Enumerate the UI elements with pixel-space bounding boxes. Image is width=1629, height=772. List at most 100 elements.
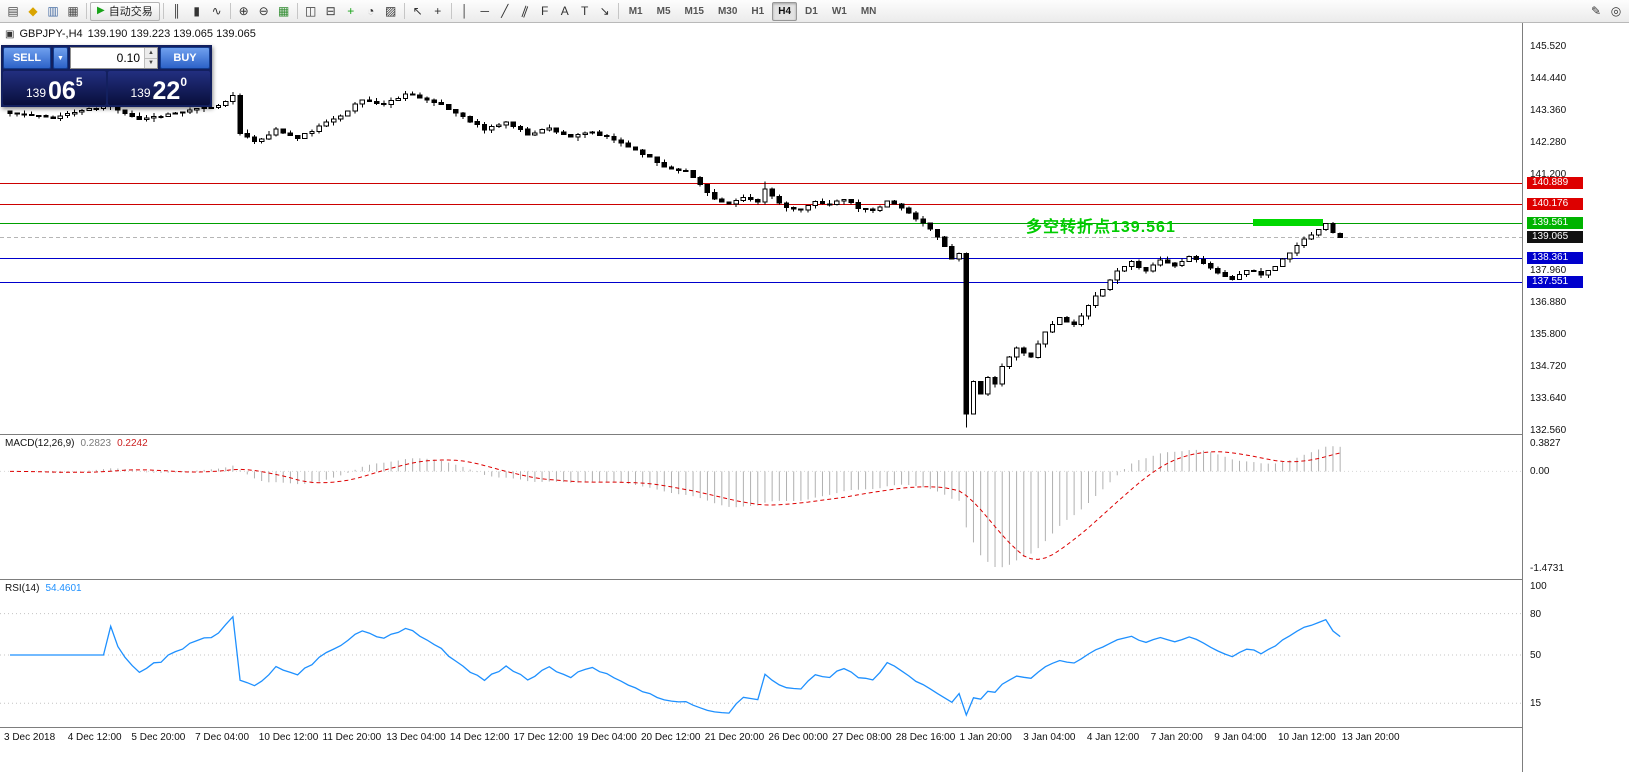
panel-splitter[interactable] bbox=[0, 579, 1522, 580]
text-button[interactable]: A bbox=[555, 2, 575, 21]
period-w1[interactable]: W1 bbox=[831, 5, 847, 17]
label-icon: T bbox=[581, 4, 589, 18]
tile-windows-button[interactable]: ▦ bbox=[274, 2, 294, 21]
time-label: 9 Jan 04:00 bbox=[1214, 732, 1267, 743]
indicators-button[interactable]: + bbox=[341, 2, 361, 21]
terminal-button[interactable]: ▦ bbox=[63, 2, 83, 21]
chart-icon: ▣ bbox=[5, 28, 15, 40]
toolbar-separator bbox=[86, 3, 87, 19]
axis-tick: 80 bbox=[1530, 609, 1542, 620]
time-label: 26 Dec 00:00 bbox=[768, 732, 828, 743]
timeframes-button[interactable]: ◔ bbox=[361, 2, 381, 21]
zoom-in-button[interactable]: ⊕ bbox=[234, 2, 254, 21]
crosshair-button[interactable]: + bbox=[428, 2, 448, 21]
chart-workspace: ▣ GBPJPY-,H4 139.190 139.223 139.065 139… bbox=[0, 23, 1629, 772]
time-label: 10 Dec 12:00 bbox=[258, 732, 319, 743]
time-label: 7 Jan 20:00 bbox=[1150, 732, 1203, 743]
time-label: 1 Jan 20:00 bbox=[959, 732, 1012, 743]
time-label: 10 Jan 12:00 bbox=[1278, 732, 1336, 743]
ask-prefix: 139 bbox=[130, 86, 151, 100]
volume-input[interactable]: 0.10 ▲ ▼ bbox=[70, 47, 158, 69]
period-m30[interactable]: M30 bbox=[717, 5, 738, 17]
sell-button[interactable]: SELL bbox=[3, 47, 51, 69]
caret-down-icon: ▼ bbox=[57, 54, 64, 62]
toolbar: ▤ ◆ ▥ ▦ ▶ 自动交易 ║ ▮ ∿ ⊕ ⊖ ▦ ◫ ⊟ + ◔ ▨ ↖ + │ ─ ╱ ∥ F A T ↘ M1 M5 M15 M30… bbox=[0, 0, 1629, 23]
ask-big-digits: 22 bbox=[152, 76, 181, 105]
bid-big-digits: 06 bbox=[48, 76, 76, 105]
fibonacci-button[interactable]: F bbox=[535, 2, 555, 21]
timeframes-icon: ◔ bbox=[367, 4, 375, 18]
time-label: 13 Dec 04:00 bbox=[386, 732, 446, 743]
bid-pip-digit: 5 bbox=[75, 75, 83, 89]
window-menu-icon: ▤ bbox=[7, 4, 19, 18]
channel-icon: ∥ bbox=[519, 3, 530, 19]
rsi-value: 54.4601 bbox=[45, 583, 82, 594]
macd-signal-value: 0.2242 bbox=[117, 438, 148, 449]
period-m1[interactable]: M1 bbox=[628, 5, 643, 17]
axis-tick: 145.520 bbox=[1530, 41, 1567, 52]
bid-prefix: 139 bbox=[25, 86, 47, 100]
time-label: 4 Dec 12:00 bbox=[67, 732, 122, 743]
period-mn[interactable]: MN bbox=[860, 5, 877, 17]
buy-price-display[interactable]: 139 22 0 bbox=[107, 71, 210, 105]
sell-price-display[interactable]: 139 06 5 bbox=[3, 71, 106, 105]
axis-tick: 0.3827 bbox=[1530, 438, 1561, 449]
line-chart-button[interactable]: ∿ bbox=[207, 2, 227, 21]
panel-splitter[interactable] bbox=[0, 727, 1522, 728]
axis-tick: 15 bbox=[1530, 698, 1542, 709]
arrange-horizontal-button[interactable]: ◫ bbox=[301, 2, 321, 21]
period-m5[interactable]: M5 bbox=[656, 5, 671, 17]
window-menu-button[interactable]: ▤ bbox=[3, 2, 23, 21]
profiles-button[interactable]: ▥ bbox=[43, 2, 63, 21]
bar-chart-button[interactable]: ║ bbox=[167, 2, 187, 21]
volume-dropdown-button[interactable]: ▼ bbox=[53, 47, 68, 69]
new-order-button[interactable]: ◆ bbox=[23, 2, 43, 21]
price-badge: 140.889 bbox=[1527, 177, 1583, 189]
candlestick-chart[interactable] bbox=[0, 23, 1522, 434]
vertical-line-icon: │ bbox=[460, 4, 469, 18]
zoom-out-button[interactable]: ⊖ bbox=[254, 2, 274, 21]
macd-name: MACD(12,26,9) bbox=[5, 438, 75, 449]
find-symbol-button[interactable]: ◎ bbox=[1606, 2, 1626, 21]
arrange-horizontal-icon: ◫ bbox=[305, 4, 317, 18]
panel-splitter[interactable] bbox=[0, 434, 1522, 435]
time-label: 7 Dec 04:00 bbox=[195, 732, 250, 743]
label-button[interactable]: T bbox=[575, 2, 595, 21]
axis-tick: 136.880 bbox=[1530, 297, 1567, 308]
volume-down-button[interactable]: ▼ bbox=[145, 58, 157, 68]
buy-button[interactable]: BUY bbox=[160, 47, 210, 69]
time-label: 20 Dec 12:00 bbox=[641, 732, 701, 743]
volume-up-button[interactable]: ▲ bbox=[145, 48, 157, 59]
cursor-button[interactable]: ↖ bbox=[408, 2, 428, 21]
volume-value[interactable]: 0.10 bbox=[116, 51, 140, 65]
axis-tick: -1.4731 bbox=[1530, 563, 1564, 574]
vertical-line-button[interactable]: │ bbox=[455, 2, 475, 21]
macd-label: MACD(12,26,9) 0.2823 0.2242 bbox=[5, 438, 148, 449]
period-h1[interactable]: H1 bbox=[751, 5, 765, 17]
period-d1[interactable]: D1 bbox=[805, 5, 818, 17]
chart-column: ▣ GBPJPY-,H4 139.190 139.223 139.065 139… bbox=[0, 23, 1522, 772]
price-badge: 140.176 bbox=[1527, 198, 1583, 210]
axis-tick: 143.360 bbox=[1530, 105, 1567, 116]
play-icon: ▶ bbox=[97, 5, 105, 16]
channel-button[interactable]: ∥ bbox=[515, 2, 535, 21]
horizontal-line-button[interactable]: ─ bbox=[475, 2, 495, 21]
candlestick-chart-icon: ▮ bbox=[193, 4, 200, 18]
crosshair-icon: + bbox=[434, 4, 442, 18]
trendline-icon: ╱ bbox=[501, 4, 509, 18]
arrows-button[interactable]: ↘ bbox=[595, 2, 615, 21]
arrange-vertical-button[interactable]: ⊟ bbox=[321, 2, 341, 21]
autotrading-button[interactable]: ▶ 自动交易 bbox=[90, 1, 160, 21]
trendline-button[interactable]: ╱ bbox=[495, 2, 515, 21]
annotation-text[interactable]: 多空转折点139.561 bbox=[1026, 218, 1176, 236]
edit-chart-button[interactable]: ✎ bbox=[1586, 2, 1606, 21]
line-chart-icon: ∿ bbox=[211, 4, 222, 18]
main-chart-panel: ▣ GBPJPY-,H4 139.190 139.223 139.065 139… bbox=[0, 23, 1522, 434]
period-m15[interactable]: M15 bbox=[684, 5, 704, 17]
edit-chart-icon: ✎ bbox=[1590, 4, 1602, 18]
candlestick-chart-button[interactable]: ▮ bbox=[187, 2, 207, 21]
period-h4[interactable]: H4 bbox=[772, 1, 798, 21]
tile-windows-icon: ▦ bbox=[278, 4, 290, 18]
time-label: 3 Jan 04:00 bbox=[1023, 732, 1076, 743]
templates-button[interactable]: ▨ bbox=[381, 2, 401, 21]
